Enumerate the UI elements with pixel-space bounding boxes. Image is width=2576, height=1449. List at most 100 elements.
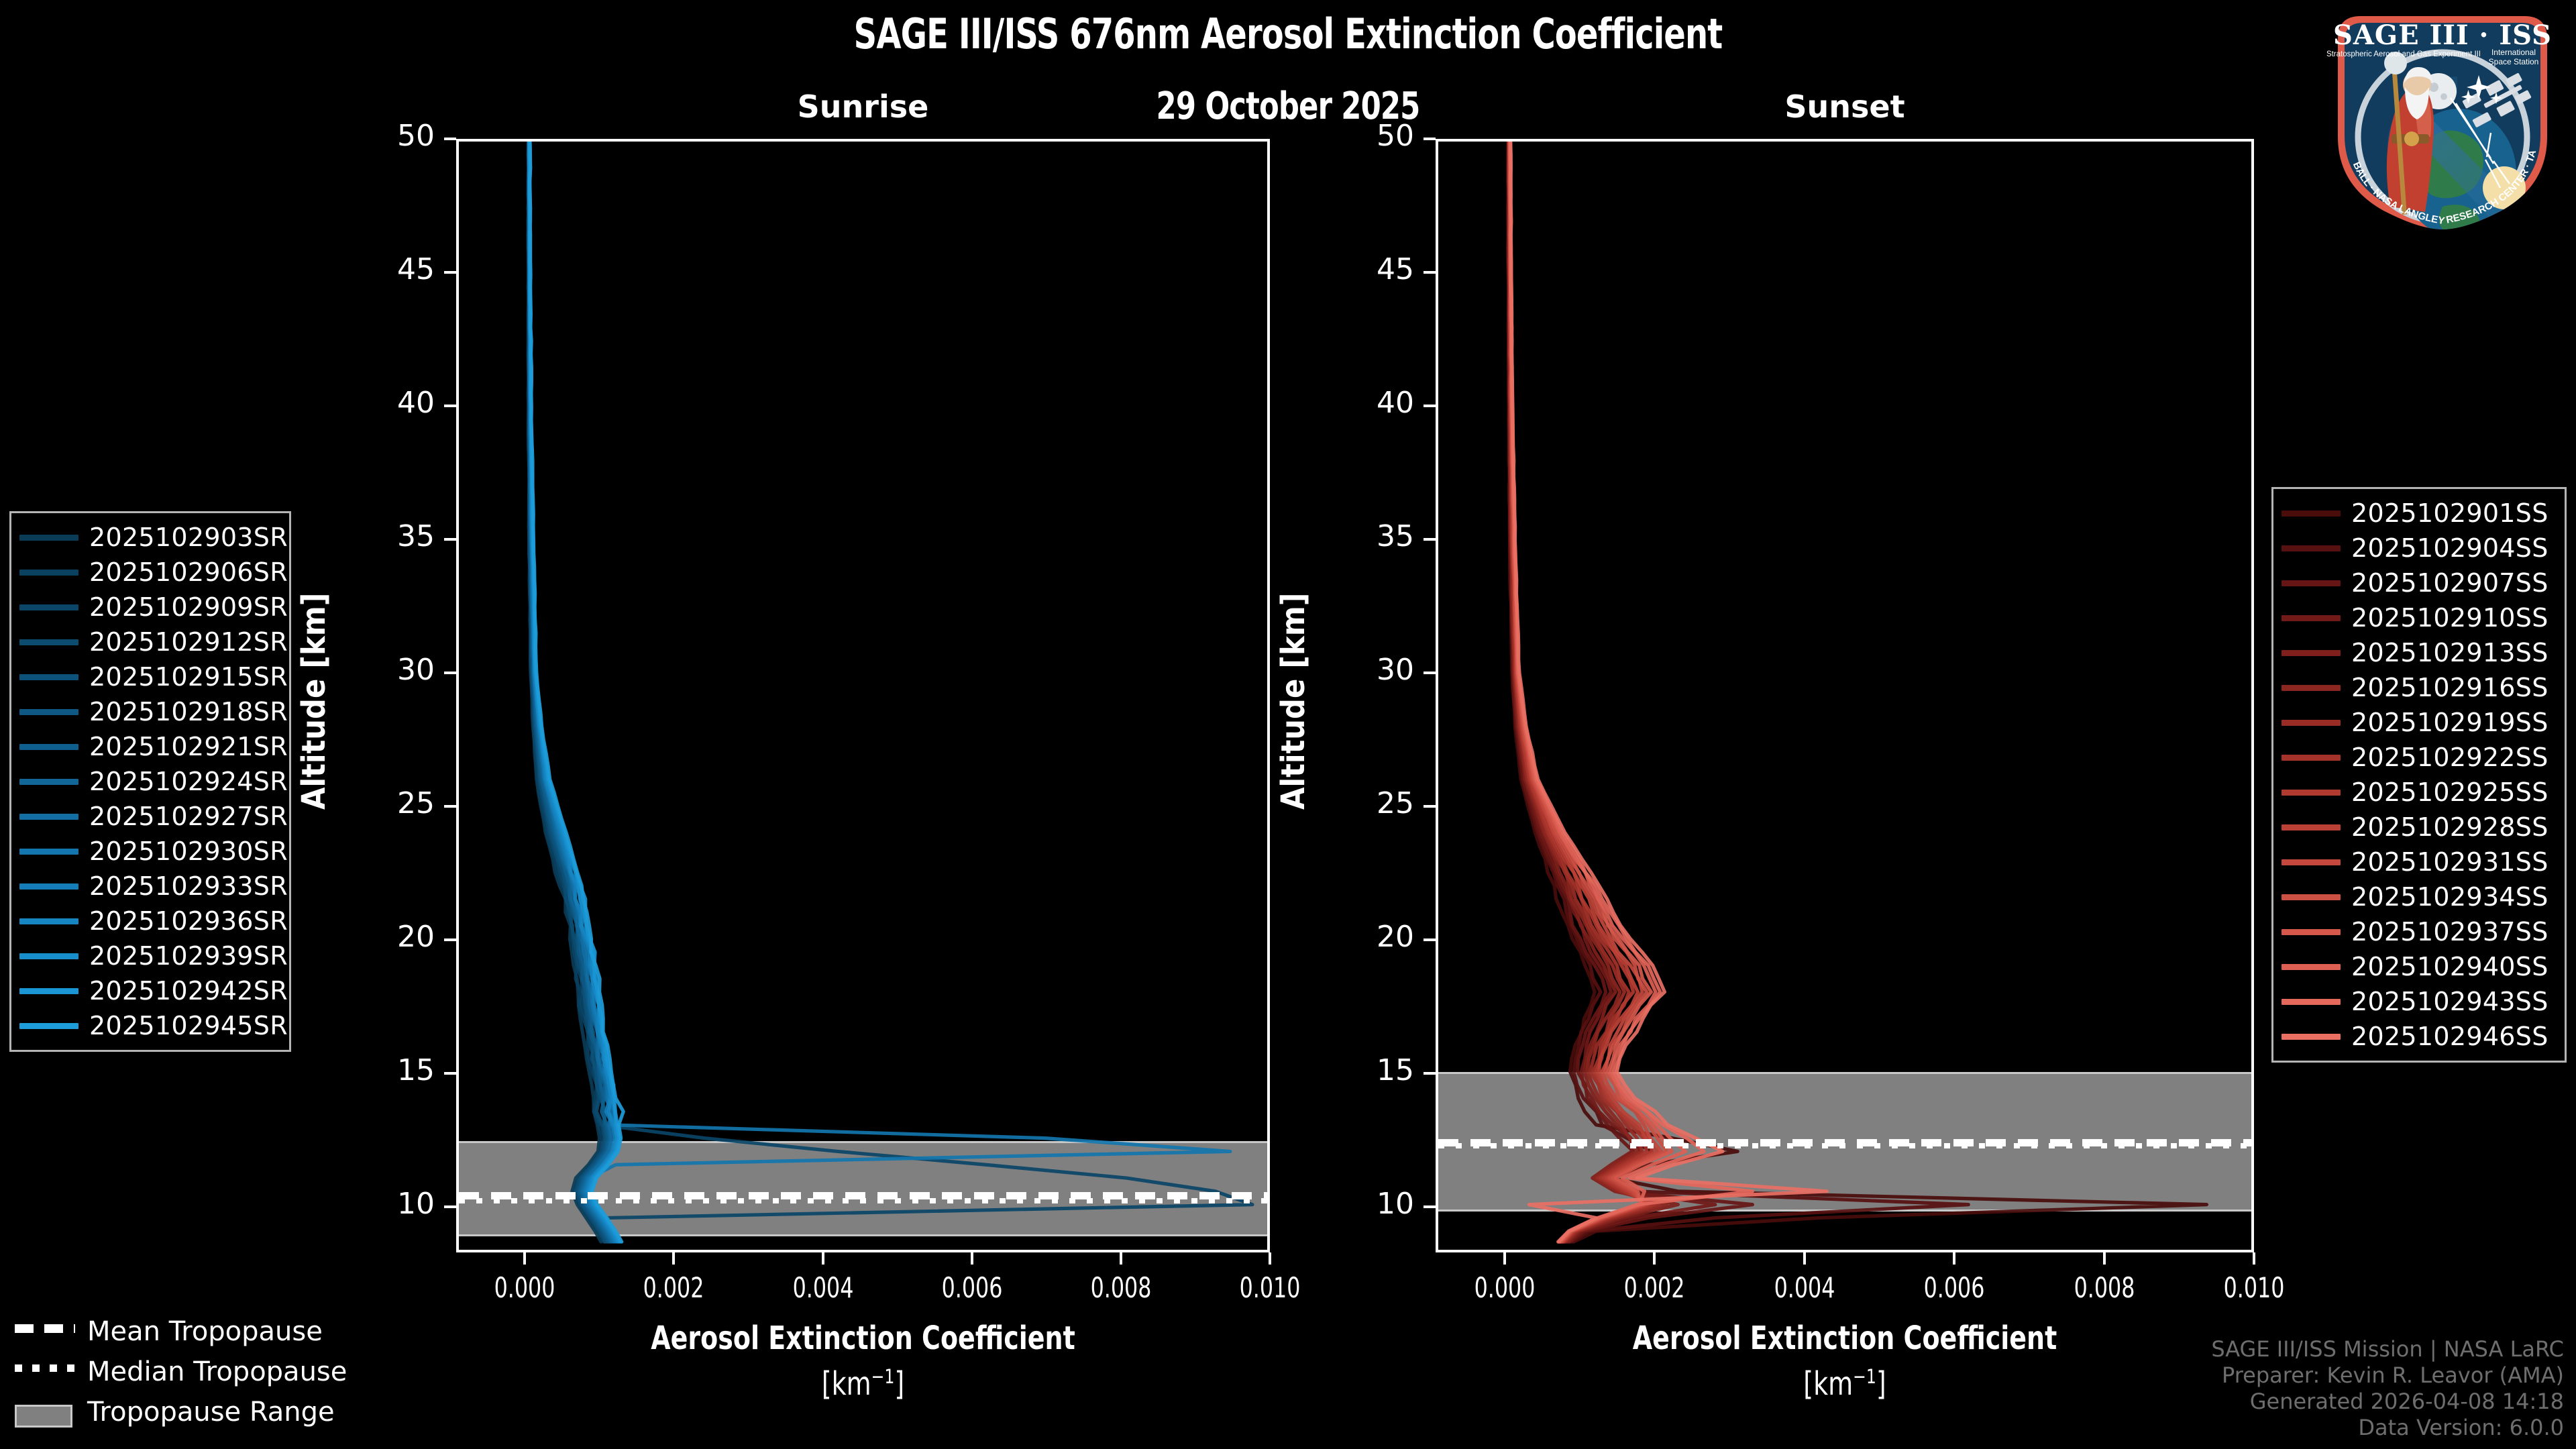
legend-color-swatch [19, 743, 78, 750]
y-axis-title: Altitude [km] [295, 592, 333, 810]
sunrise-plot-area [456, 139, 1270, 1252]
credits-line-version: Data Version: 6.0.0 [2358, 1414, 2564, 1440]
y-axis-tick [444, 1072, 456, 1075]
y-axis-tick-label: 15 [397, 1053, 435, 1088]
legend-item-label: 2025102940SS [2351, 952, 2548, 981]
legend-item[interactable]: 2025102912SR [19, 625, 288, 659]
legend-item[interactable]: 2025102922SS [2282, 740, 2554, 775]
legend-color-swatch [19, 848, 78, 855]
legend-item[interactable]: 2025102909SR [19, 590, 288, 625]
legend-item[interactable]: 2025102937SS [2282, 914, 2554, 949]
profile-line [529, 142, 607, 1242]
x-axis-tick [2253, 1252, 2255, 1265]
legend-item[interactable]: 2025102901SS [2282, 496, 2554, 531]
legend-item[interactable]: 2025102904SS [2282, 531, 2554, 566]
legend-item-label: 2025102937SS [2351, 917, 2548, 947]
legend-item-label: 2025102924SR [89, 767, 288, 796]
y-axis-tick [444, 271, 456, 274]
legend-sunrise[interactable]: 2025102903SR 2025102906SR 2025102909SR 2025… [9, 511, 291, 1052]
sunrise-panel-title: Sunrise [797, 89, 929, 125]
legend-item-label: 2025102916SS [2351, 673, 2548, 702]
legend-item-label: 2025102931SS [2351, 847, 2548, 877]
legend-item[interactable]: 2025102913SS [2282, 635, 2554, 670]
legend-item[interactable]: 2025102925SS [2282, 775, 2554, 810]
legend-item[interactable]: 2025102936SR [19, 904, 288, 938]
legend-item[interactable]: 2025102934SS [2282, 879, 2554, 914]
legend-item-label: 2025102906SR [89, 557, 288, 587]
legend-item[interactable]: 2025102931SS [2282, 845, 2554, 879]
legend-item-label: 2025102925SS [2351, 777, 2548, 807]
key-row-median: Median Tropopause [15, 1352, 390, 1392]
y-axis-tick-label: 40 [397, 386, 435, 421]
legend-item[interactable]: 2025102928SS [2282, 810, 2554, 845]
legend-item[interactable]: 2025102943SS [2282, 984, 2554, 1019]
legend-item[interactable]: 2025102930SR [19, 834, 288, 869]
legend-item[interactable]: 2025102910SS [2282, 600, 2554, 635]
y-axis-tick [1424, 538, 1436, 541]
legend-item[interactable]: 2025102915SR [19, 659, 288, 694]
y-axis-tick [444, 672, 456, 675]
legend-item[interactable]: 2025102946SS [2282, 1019, 2554, 1054]
y-axis-tick-label: 45 [1377, 252, 1414, 287]
legend-color-swatch [19, 569, 78, 576]
x-axis-tick-label: 0.008 [1090, 1271, 1152, 1304]
median-tropopause-label: Median Tropopause [87, 1356, 347, 1387]
legend-item[interactable]: 2025102927SR [19, 799, 288, 834]
y-axis-tick [444, 805, 456, 808]
page-title: SAGE III/ISS 676nm Aerosol Extinction Co… [853, 9, 1723, 58]
legend-item[interactable]: 2025102924SR [19, 764, 288, 799]
legend-color-swatch [2282, 649, 2341, 656]
legend-item[interactable]: 2025102942SR [19, 973, 288, 1008]
tropopause-range-edge [459, 1140, 1267, 1143]
legend-color-swatch [2282, 684, 2341, 691]
tropopause-range-label: Tropopause Range [87, 1397, 335, 1428]
legend-color-swatch [2282, 510, 2341, 517]
legend-item[interactable]: 2025102945SR [19, 1008, 288, 1043]
legend-item-label: 2025102921SR [89, 732, 288, 761]
legend-item-label: 2025102915SR [89, 662, 288, 692]
y-axis-tick [444, 405, 456, 408]
legend-item[interactable]: 2025102939SR [19, 938, 288, 973]
legend-item[interactable]: 2025102921SR [19, 729, 288, 764]
x-axis-tick-label: 0.004 [1774, 1271, 1835, 1304]
legend-item[interactable]: 2025102916SS [2282, 670, 2554, 705]
legend-color-swatch [19, 534, 78, 541]
x-axis-tick-label: 0.006 [1923, 1271, 1985, 1304]
profile-lines [459, 142, 1267, 1250]
legend-item-label: 2025102927SR [89, 802, 288, 831]
legend-color-swatch [2282, 998, 2341, 1005]
y-axis-tick-label: 25 [1377, 786, 1414, 821]
legend-color-swatch [19, 778, 78, 785]
legend-item-label: 2025102933SR [89, 871, 288, 901]
x-axis-title: Aerosol Extinction Coefficient [1632, 1320, 2057, 1357]
legend-item[interactable]: 2025102919SS [2282, 705, 2554, 740]
legend-item-label: 2025102901SS [2351, 498, 2548, 528]
y-axis-tick [444, 538, 456, 541]
y-axis-tick [1424, 672, 1436, 675]
tropopause-range-edge [1438, 1071, 2251, 1074]
y-axis-tick [444, 1205, 456, 1209]
legend-item[interactable]: 2025102907SS [2282, 566, 2554, 600]
legend-color-swatch [19, 883, 78, 890]
legend-item[interactable]: 2025102918SR [19, 694, 288, 729]
legend-item-label: 2025102930SR [89, 837, 288, 866]
legend-item[interactable]: 2025102940SS [2282, 949, 2554, 984]
profile-line [1508, 142, 1752, 1242]
y-axis-tick [1424, 1072, 1436, 1075]
tropopause-range-edge [459, 1234, 1267, 1237]
legend-color-swatch [2282, 963, 2341, 970]
legend-item[interactable]: 2025102903SR [19, 520, 288, 555]
legend-color-swatch [2282, 580, 2341, 586]
legend-item-label: 2025102918SR [89, 697, 288, 727]
legend-item[interactable]: 2025102933SR [19, 869, 288, 904]
x-axis-tick-label: 0.002 [1623, 1271, 1685, 1304]
x-axis-title: Aerosol Extinction Coefficient [651, 1320, 1075, 1357]
legend-item[interactable]: 2025102906SR [19, 555, 288, 590]
legend-sunset[interactable]: 2025102901SS 2025102904SS 2025102907SS 2025… [2271, 487, 2567, 1063]
legend-color-swatch [19, 674, 78, 680]
legend-item-label: 2025102936SR [89, 906, 288, 936]
profile-line [528, 142, 1252, 1242]
legend-item-label: 2025102909SR [89, 592, 288, 622]
mean-tropopause-dash-icon [15, 1324, 75, 1339]
legend-color-swatch [2282, 545, 2341, 551]
